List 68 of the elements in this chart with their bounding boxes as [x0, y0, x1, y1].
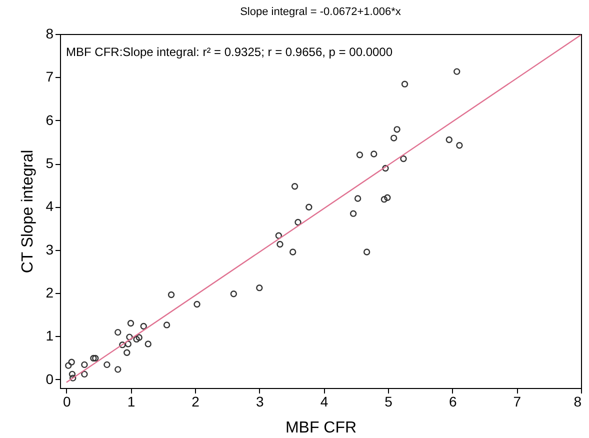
- point: [394, 126, 400, 133]
- y-tick-label: 1: [46, 328, 54, 344]
- y-tick-label: 7: [46, 68, 54, 85]
- x-tick-label: 5: [384, 394, 393, 410]
- x-tick-label: 0: [63, 394, 72, 410]
- x-tick-label: 2: [192, 394, 200, 410]
- point: [401, 80, 408, 88]
- point: [294, 218, 302, 226]
- point: [81, 370, 88, 378]
- point: [104, 361, 110, 368]
- x-tick-label: 4: [320, 394, 328, 410]
- point: [126, 334, 133, 340]
- y-tick-label: 2: [46, 284, 54, 301]
- x-tick-label: 6: [448, 394, 457, 410]
- point: [291, 183, 298, 190]
- x-axis-title: MBF CFR: [285, 420, 357, 436]
- point: [133, 336, 140, 343]
- y-tick-label: 8: [46, 26, 54, 42]
- y-tick-label: 6: [46, 112, 54, 128]
- point: [390, 134, 398, 142]
- point: [356, 152, 364, 158]
- point: [350, 210, 357, 217]
- y-tick-label: 4: [46, 198, 54, 214]
- point: [454, 68, 460, 75]
- annotation: MBF CFR:Slope integral: r² = 0.9325; r = 0.9656, p = 00.0000: [66, 45, 393, 59]
- point: [306, 204, 312, 210]
- point: [275, 232, 282, 239]
- point: [446, 136, 452, 144]
- point: [124, 349, 130, 356]
- point: [380, 196, 388, 203]
- point: [382, 164, 389, 172]
- point: [276, 240, 284, 248]
- point: [68, 358, 75, 366]
- point: [92, 354, 99, 362]
- point: [168, 291, 175, 298]
- chart-title: Slope integral = -0.0672+1.006*x: [240, 6, 402, 18]
- point: [114, 366, 122, 373]
- point: [124, 340, 132, 348]
- y-tick-label: 3: [46, 241, 54, 258]
- point: [400, 155, 407, 162]
- point: [68, 370, 76, 378]
- point: [456, 142, 463, 149]
- point: [140, 322, 147, 330]
- point: [370, 150, 378, 158]
- y-axis-title: CT Slope integral: [20, 150, 37, 274]
- point: [90, 354, 97, 362]
- point: [230, 290, 238, 298]
- point: [363, 248, 370, 256]
- point: [65, 362, 72, 369]
- point: [70, 374, 76, 382]
- point: [136, 334, 142, 341]
- x-tick-label: 8: [574, 394, 582, 410]
- y-tick-label: 0: [46, 370, 54, 387]
- point: [256, 284, 263, 292]
- y-tick-label: 5: [46, 155, 54, 172]
- point: [144, 340, 152, 348]
- point: [384, 194, 391, 201]
- x-tick-label: 7: [513, 394, 522, 410]
- point: [127, 320, 134, 327]
- point: [290, 248, 296, 256]
- point: [163, 322, 170, 328]
- x-tick-label: 3: [256, 394, 264, 410]
- point: [354, 195, 362, 202]
- point: [81, 361, 88, 368]
- point: [114, 328, 122, 336]
- point: [119, 341, 126, 348]
- point: [194, 300, 200, 308]
- x-tick-label: 1: [127, 394, 136, 410]
